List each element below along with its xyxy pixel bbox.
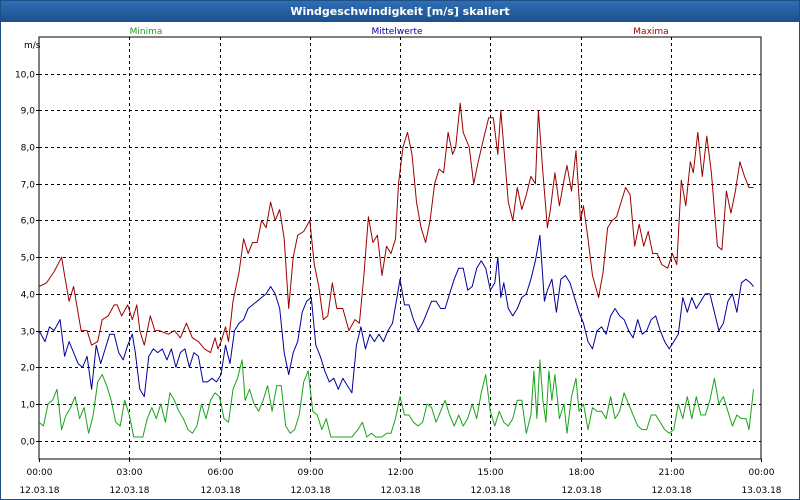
x-tick-label-date: 12.03.18 (290, 486, 330, 496)
y-tick-label: 0,0 (21, 438, 36, 448)
x-tick-label-time: 03:00 (117, 468, 143, 478)
y-tick-label: 7,0 (21, 181, 36, 191)
y-tick-label: 8,0 (21, 144, 36, 154)
y-tick-label: 1,0 (21, 401, 36, 411)
x-tick-label-time: 06:00 (208, 468, 234, 478)
series-line-maxima (38, 102, 754, 354)
x-tick-label-date: 12.03.18 (109, 486, 149, 496)
x-tick-label-time: 00:00 (749, 468, 775, 478)
legend-maxima: Maxima (633, 27, 668, 37)
x-tick-label-time: 00:00 (27, 468, 53, 478)
y-tick-label: 9,0 (21, 107, 36, 117)
y-tick-label: 2,0 (21, 364, 36, 374)
y-axis-label: m/s (24, 41, 41, 51)
y-tick-label: 5,0 (21, 254, 36, 264)
y-tick-label: 10,0 (15, 71, 35, 81)
x-tick-label-date: 12.03.18 (380, 486, 420, 496)
x-tick-label-date: 12.03.18 (651, 486, 691, 496)
x-tick-label-time: 12:00 (388, 468, 414, 478)
x-tick-label-date: 12.03.18 (561, 486, 601, 496)
x-tick-label-date: 13.03.18 (741, 486, 781, 496)
x-tick-label-time: 18:00 (569, 468, 595, 478)
y-tick-label: 4,0 (21, 291, 36, 301)
chart-title: Windgeschwindigkeit [m/s] skaliert (1, 1, 799, 22)
x-tick-label-time: 09:00 (298, 468, 324, 478)
x-tick-label-time: 15:00 (478, 468, 504, 478)
legend-mittelwerte: Mittelwerte (371, 27, 422, 37)
y-tick-label: 6,0 (21, 217, 36, 227)
x-tick-label-time: 21:00 (659, 468, 685, 478)
y-tick-label: 3,0 (21, 328, 36, 338)
x-tick-label-date: 12.03.18 (200, 486, 240, 496)
series-line-minima (38, 359, 754, 438)
x-tick-label-date: 12.03.18 (470, 486, 510, 496)
x-tick-label-date: 12.03.18 (19, 486, 59, 496)
series-line-mittelwerte (38, 234, 754, 398)
legend-minima: Minima (130, 27, 163, 37)
